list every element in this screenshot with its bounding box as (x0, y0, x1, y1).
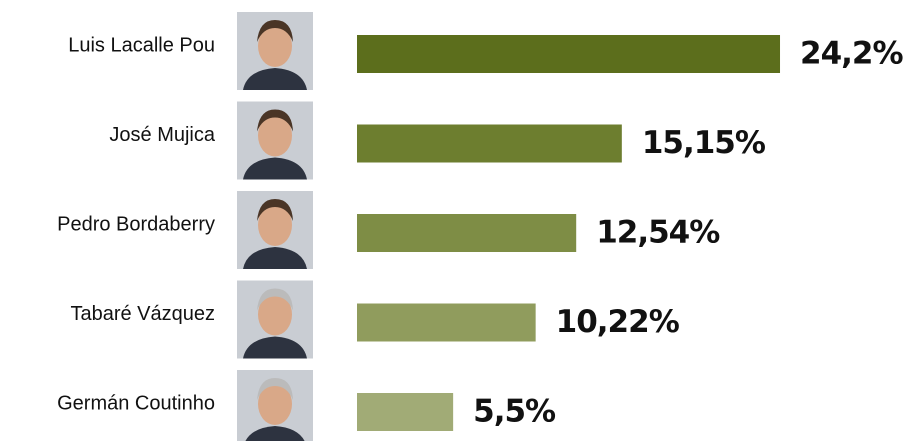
photo-face (258, 293, 292, 336)
photo-suit (243, 336, 307, 359)
candidate-photo (237, 370, 313, 441)
value-label: 15,15% (642, 125, 766, 161)
value-label: 12,54% (596, 215, 720, 251)
candidate-photo (237, 101, 313, 180)
photo-suit (243, 68, 307, 90)
photo-suit (245, 426, 305, 441)
photo-hair (257, 109, 293, 132)
photo-suit (243, 247, 307, 269)
photo-hair (257, 378, 293, 400)
candidate-photo (237, 12, 313, 90)
photo-suit (243, 157, 307, 180)
value-label: 10,22% (556, 304, 680, 340)
photo-face (258, 383, 292, 425)
category-label: Tabaré Vázquez (70, 303, 215, 325)
photo-face (258, 25, 292, 67)
photo-face (258, 114, 292, 157)
category-label: José Mujica (109, 124, 215, 146)
bar (357, 393, 454, 431)
category-label: Germán Coutinho (57, 392, 215, 414)
photo-hair (257, 20, 293, 42)
bar (357, 35, 781, 73)
bar (357, 124, 622, 163)
category-label: Luis Lacalle Pou (68, 34, 215, 56)
category-label: Pedro Bordaberry (57, 213, 215, 235)
photo-face (258, 204, 292, 246)
value-label: 24,2% (800, 36, 903, 72)
candidate-photo (237, 191, 313, 269)
candidate-photo (237, 280, 313, 359)
bar (357, 303, 536, 342)
photo-hair (257, 288, 293, 311)
photo-hair (257, 199, 293, 221)
bar (357, 214, 577, 252)
value-label: 5,5% (473, 394, 556, 430)
